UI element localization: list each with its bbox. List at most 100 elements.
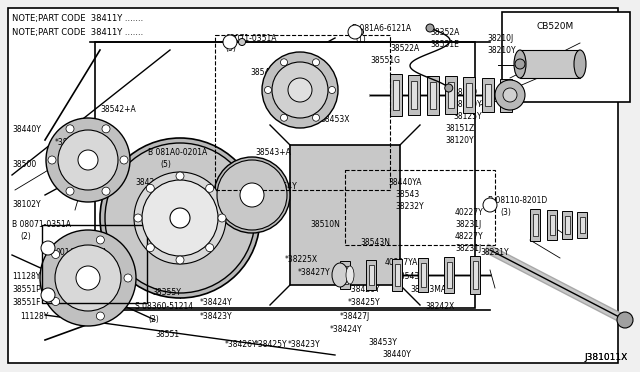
Bar <box>503 84 509 106</box>
Text: NOTE;PART CODE  38411Y .......: NOTE;PART CODE 38411Y ....... <box>12 14 143 23</box>
Text: S 08360-51214: S 08360-51214 <box>135 302 193 311</box>
Circle shape <box>218 214 226 222</box>
Circle shape <box>41 288 55 302</box>
Circle shape <box>105 143 255 293</box>
Text: 38522A: 38522A <box>390 44 419 53</box>
Circle shape <box>120 156 128 164</box>
Text: *38421Y: *38421Y <box>55 138 88 147</box>
Text: NOTE;PART CODE  38411Y .......: NOTE;PART CODE 38411Y ....... <box>12 28 143 37</box>
Text: B 08071-0351A: B 08071-0351A <box>12 220 71 229</box>
Ellipse shape <box>346 266 354 284</box>
Text: B 08110-8201D: B 08110-8201D <box>488 196 547 205</box>
Text: 38355Y: 38355Y <box>152 288 181 297</box>
Text: 38440Y: 38440Y <box>12 125 41 134</box>
Bar <box>445 76 457 114</box>
Circle shape <box>239 38 246 45</box>
Text: *38426Y: *38426Y <box>348 285 381 294</box>
Bar <box>429 81 436 109</box>
Text: *38424Y: *38424Y <box>200 298 232 307</box>
Bar <box>427 76 438 115</box>
Text: 11128Y: 11128Y <box>12 272 40 281</box>
Bar <box>472 261 477 289</box>
Text: 38242X: 38242X <box>425 302 454 311</box>
Bar <box>444 257 454 293</box>
Text: 38231Y: 38231Y <box>480 248 509 257</box>
Ellipse shape <box>332 263 348 287</box>
Bar <box>290 145 400 285</box>
Text: 38500: 38500 <box>12 160 36 169</box>
Circle shape <box>312 114 319 121</box>
Circle shape <box>46 118 130 202</box>
Text: 38120Y: 38120Y <box>453 100 482 109</box>
Text: 40227YA: 40227YA <box>385 258 419 267</box>
Circle shape <box>55 245 121 311</box>
Text: 38102Y: 38102Y <box>12 200 40 209</box>
Text: 38453Y: 38453Y <box>368 338 397 347</box>
Text: *38424Y: *38424Y <box>330 325 363 334</box>
Circle shape <box>52 250 60 259</box>
Bar <box>345 170 495 245</box>
Bar <box>418 258 428 292</box>
Circle shape <box>124 274 132 282</box>
Polygon shape <box>95 42 475 308</box>
Text: (10): (10) <box>68 260 84 269</box>
Text: CB520M: CB520M <box>536 22 573 31</box>
Circle shape <box>217 160 287 230</box>
Circle shape <box>280 59 287 66</box>
Circle shape <box>102 125 110 133</box>
Circle shape <box>214 157 290 233</box>
Ellipse shape <box>574 50 586 78</box>
Circle shape <box>445 84 452 92</box>
Circle shape <box>328 87 335 93</box>
Circle shape <box>58 130 118 190</box>
Circle shape <box>223 35 237 49</box>
Text: 11128Y: 11128Y <box>20 312 49 321</box>
Text: *38427Y: *38427Y <box>298 268 331 277</box>
Bar <box>394 264 399 286</box>
Circle shape <box>48 156 56 164</box>
Circle shape <box>147 244 154 252</box>
Text: B 081A6-6121A: B 081A6-6121A <box>352 24 411 33</box>
Bar <box>470 256 480 294</box>
Text: 32105Y: 32105Y <box>155 222 184 231</box>
Bar <box>484 84 491 106</box>
Text: B: B <box>353 29 357 35</box>
Text: 38543: 38543 <box>395 190 419 199</box>
Bar <box>564 216 570 234</box>
Text: 38543M: 38543M <box>395 272 426 281</box>
Circle shape <box>205 244 214 252</box>
Circle shape <box>272 62 328 118</box>
Bar <box>463 77 476 113</box>
Circle shape <box>503 88 517 102</box>
Text: *38225X: *38225X <box>285 255 318 264</box>
Text: J381011X: J381011X <box>585 353 628 362</box>
Text: J381011X: J381011X <box>585 353 628 362</box>
Text: 001A4-0301A: 001A4-0301A <box>55 248 107 257</box>
Bar <box>448 82 454 108</box>
Circle shape <box>426 24 434 32</box>
Text: 38551G: 38551G <box>370 56 400 65</box>
Bar <box>500 78 512 112</box>
Bar <box>447 262 451 288</box>
Text: 38551F: 38551F <box>12 298 40 307</box>
Text: 38543+A: 38543+A <box>255 148 291 157</box>
Bar <box>390 74 402 116</box>
Circle shape <box>176 172 184 180</box>
Circle shape <box>40 230 136 326</box>
Text: 38231J: 38231J <box>455 220 481 229</box>
Circle shape <box>142 180 218 256</box>
Text: 38453X: 38453X <box>320 115 349 124</box>
Circle shape <box>617 312 633 328</box>
Circle shape <box>76 266 100 290</box>
Text: S: S <box>46 292 50 298</box>
Text: *38423Y: *38423Y <box>288 340 321 349</box>
Text: 38551E: 38551E <box>430 40 459 49</box>
Text: 38232Y: 38232Y <box>395 202 424 211</box>
Bar <box>532 214 538 236</box>
Bar <box>392 259 402 291</box>
Bar <box>340 261 350 289</box>
Circle shape <box>100 138 260 298</box>
Ellipse shape <box>514 50 526 78</box>
Text: *38425Y: *38425Y <box>255 340 287 349</box>
Text: (2): (2) <box>148 315 159 324</box>
